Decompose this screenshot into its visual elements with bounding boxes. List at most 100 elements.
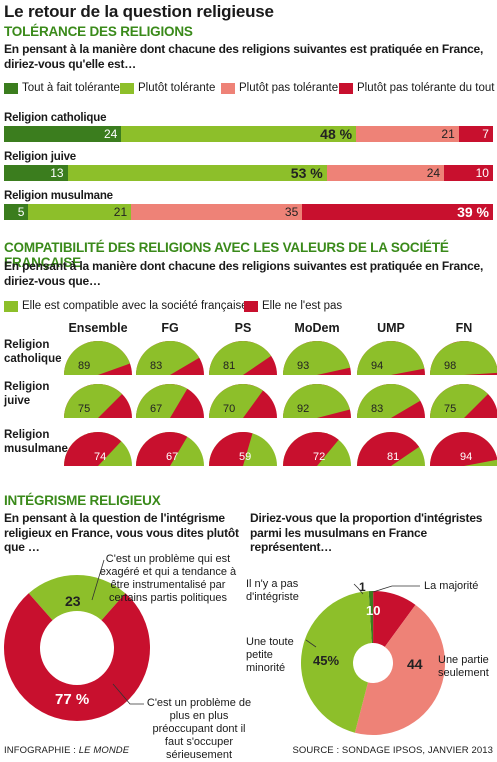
bar-category-label: Religion musulmane <box>4 190 113 202</box>
pie-slice <box>208 383 263 418</box>
pie-slice <box>209 341 272 375</box>
pie-slice <box>357 340 425 375</box>
donut-value-label: 44 <box>407 656 423 672</box>
pie-slice <box>64 432 122 466</box>
legend-swatch <box>221 82 235 94</box>
compat-question: En pensant à la manière dont chacune des… <box>4 259 484 288</box>
compat-pie: 83 <box>136 340 204 375</box>
donut-value-label: 45% <box>313 653 339 668</box>
compat-pie: 83 <box>357 383 425 418</box>
legend-swatch <box>120 82 134 94</box>
row-label-line: Religion <box>4 381 50 393</box>
bar-value-label: 24 <box>426 166 441 180</box>
pie-slice <box>209 431 253 466</box>
compat-pie: 72 <box>283 431 351 466</box>
legend-swatch <box>4 82 18 94</box>
bar-value-label: 13 <box>50 166 64 180</box>
pie-value-label: 98 <box>444 360 456 372</box>
bar-segment: 5 <box>4 204 29 220</box>
legend-item: Plutôt tolérante <box>120 82 215 94</box>
bar-value-label: 5 <box>17 205 25 219</box>
bar-value-label: 48 % <box>320 126 353 142</box>
annotation-part-only: Une partie seulement <box>438 654 489 679</box>
bar-category-label: Religion catholique <box>4 112 107 124</box>
bar-segment: 24 <box>4 126 122 142</box>
compat-pie: 67 <box>136 431 204 466</box>
legend-item: Plutôt pas tolérante <box>221 82 338 94</box>
row-label-line: Religion <box>4 429 50 441</box>
pie-slice <box>430 384 489 418</box>
bar-segment: 10 <box>444 165 493 181</box>
bar-segment: 13 <box>4 165 68 181</box>
bar-value-label: 53 % <box>290 165 323 181</box>
legend-label: Plutôt tolérante <box>138 82 216 94</box>
donut-slice <box>300 591 372 733</box>
pie-slice <box>136 340 200 375</box>
compat-pie: 75 <box>430 384 497 418</box>
bar-value-label: 24 <box>104 127 118 141</box>
legend-swatch <box>4 300 18 312</box>
pie-value-label: 81 <box>387 451 399 463</box>
bar-value-label: 21 <box>113 205 128 219</box>
page-title: Le retour de la question religieuse <box>4 2 274 21</box>
pie-slice <box>64 340 130 375</box>
donut-slice <box>354 604 446 736</box>
donut-value-label: 77 % <box>55 691 89 708</box>
pie-slice <box>136 383 188 418</box>
donut-value-label: 10 <box>366 603 380 618</box>
legend-swatch <box>339 82 353 94</box>
donut-chart-proportion: 110 44 45% <box>300 580 446 736</box>
pie-value-label: 94 <box>460 451 472 463</box>
column-header: UMP <box>377 321 405 335</box>
bar-segment: 39 % <box>302 204 493 220</box>
donut-slice <box>368 590 374 644</box>
bar-segment: 21 <box>28 204 132 220</box>
tolerance-question: En pensant à la manière dont chacune des… <box>4 42 484 71</box>
legend-label: Plutôt pas tolérante <box>239 82 339 94</box>
bar-segment: 53 % <box>67 165 327 181</box>
donut-value-label: 23 <box>65 593 81 609</box>
compat-heading: COMPATIBILITÉ DES RELIGIONS AVEC LES VAL… <box>4 240 449 270</box>
pie-value-label: 83 <box>150 360 162 372</box>
column-header: MoDem <box>294 321 340 335</box>
compat-pie: 74 <box>64 432 132 466</box>
compat-pie: 67 <box>136 383 204 418</box>
pie-value-label: 74 <box>94 451 106 463</box>
legend-item: Plutôt pas tolérante du tout <box>339 82 494 94</box>
donut-value-label: 1 <box>359 580 366 594</box>
pie-value-label: 72 <box>313 451 325 463</box>
legend-label: Elle est compatible avec la société fran… <box>22 300 248 312</box>
annotation-red: C'est un problème de plus en plus préocc… <box>146 697 252 761</box>
footer-credit: INFOGRAPHIE : LE MONDE <box>4 745 129 756</box>
pie-slice <box>283 341 351 375</box>
annotation-none: Il n'y a pas d'intégriste <box>246 578 299 603</box>
bar-segment: 7 <box>458 126 493 142</box>
legend-item: Tout à fait tolérante <box>4 82 120 94</box>
column-header: Ensemble <box>68 321 128 335</box>
compat-pie: 75 <box>64 384 132 418</box>
bar-value-label: 39 % <box>457 204 489 220</box>
pie-value-label: 94 <box>371 360 383 372</box>
donut-slice <box>373 591 416 647</box>
compat-pie: 81 <box>209 341 277 375</box>
legend-label: Plutôt pas tolérante du tout <box>357 82 495 94</box>
pie-slice <box>136 431 188 466</box>
pie-value-label: 67 <box>150 403 162 415</box>
row-label-line: juive <box>4 395 31 407</box>
pie-value-label: 81 <box>223 360 235 372</box>
legend-swatch <box>244 300 258 312</box>
bar-value-label: 7 <box>482 127 489 141</box>
pie-value-label: 92 <box>297 403 309 415</box>
column-header: FN <box>455 321 473 335</box>
annotation-majority: La majorité <box>424 580 479 592</box>
compat-pie: 89 <box>64 340 132 375</box>
pie-value-label: 70 <box>223 403 235 415</box>
pie-value-label: 75 <box>444 403 456 415</box>
pie-value-label: 67 <box>166 451 178 463</box>
column-header: FG <box>161 321 179 335</box>
pie-slice <box>430 431 497 466</box>
pie-value-label: 75 <box>78 403 90 415</box>
pie-slice <box>357 383 421 418</box>
row-label: Religion musulmane <box>4 428 68 456</box>
